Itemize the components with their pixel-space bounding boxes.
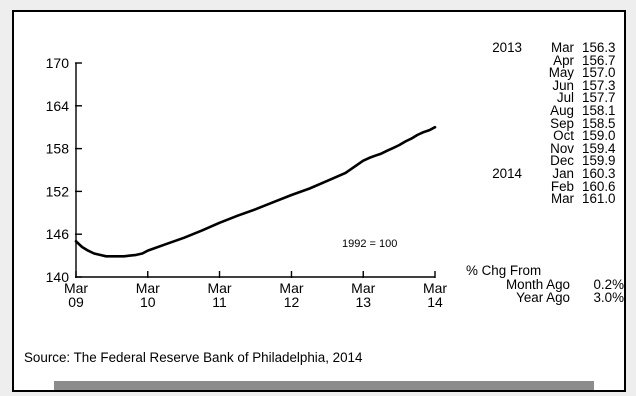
table-row: 2014 Jan 160.3 — [484, 165, 624, 181]
table-value: 156.7 — [582, 52, 616, 68]
source-note: Source: The Federal Reserve Bank of Phil… — [24, 350, 363, 365]
table-row: Aug 158.1 — [484, 102, 624, 118]
series-line — [74, 125, 437, 258]
percent-change-value: 3.0% — [593, 290, 624, 305]
table-value: 161.0 — [582, 191, 616, 207]
percent-change-label: Month Ago — [505, 276, 570, 292]
table-row: Sep 158.5 — [484, 115, 624, 131]
table-month: Mar — [550, 191, 574, 207]
footer-band — [54, 381, 594, 390]
monthly-values-table: 2013 Mar 156.3 Apr 156.7 May 157.0 Jun 157.3 Jul 1… — [484, 40, 624, 207]
table-value: 157.3 — [582, 77, 616, 93]
x-tick-label: 11 — [212, 294, 227, 310]
table-row: Oct 159.0 — [484, 128, 624, 144]
table-month: May — [548, 65, 574, 81]
x-tick-label: Mar — [279, 280, 303, 296]
x-tick-label: Mar — [207, 280, 231, 296]
x-tick-label: Mar — [64, 280, 88, 296]
x-tick-label: 14 — [427, 294, 443, 310]
table-row: 2013 Mar 156.3 — [484, 40, 624, 55]
table-month: Jul — [556, 90, 574, 106]
percent-change-row: Year Ago 3.0% — [466, 290, 624, 305]
table-value: 160.6 — [582, 178, 616, 194]
base-year-annotation: 1992 = 100 — [342, 238, 397, 250]
table-month: Oct — [553, 128, 574, 144]
table-month: Apr — [553, 52, 574, 68]
table-month: Nov — [550, 140, 574, 156]
y-tick-label: 146 — [46, 226, 70, 242]
y-tick-label: 164 — [46, 98, 70, 114]
x-tick-label: 12 — [284, 294, 300, 310]
chart-panel: 140 146 152 158 164 170 Mar 09 Mar 10 Mar 11 Mar 12 Ma… — [12, 10, 626, 392]
x-tick-label: 13 — [355, 294, 371, 310]
percent-change-row: Month Ago 0.2% — [466, 276, 624, 292]
x-tick-label: Mar — [351, 280, 375, 296]
y-tick-label: 170 — [46, 55, 70, 71]
x-tick-label: Mar — [423, 280, 447, 296]
table-row: Dec 159.9 — [484, 153, 624, 169]
table-value: 158.1 — [582, 102, 616, 118]
percent-change-value: 0.2% — [593, 276, 624, 292]
line-chart: 140146152158164170Mar09Mar10Mar11Mar12Ma… — [46, 55, 448, 310]
table-year: 2013 — [492, 40, 522, 55]
table-value: 156.3 — [582, 40, 616, 55]
x-tick-label: Mar — [136, 280, 160, 296]
table-month: Dec — [550, 153, 574, 169]
percent-change-label: Year Ago — [516, 290, 570, 305]
table-row: May 157.0 — [484, 65, 624, 81]
table-value: 159.9 — [582, 153, 616, 169]
table-value: 159.0 — [582, 128, 616, 144]
table-row: Jul 157.7 — [484, 90, 624, 106]
table-month: Feb — [550, 178, 574, 194]
table-row: Feb 160.6 — [484, 178, 624, 194]
table-month: Jun — [552, 77, 574, 93]
table-value: 160.3 — [582, 165, 616, 181]
table-value: 159.4 — [582, 140, 616, 156]
table-row: Mar 161.0 — [484, 191, 624, 207]
table-value: 158.5 — [582, 115, 616, 131]
percent-change-block: % Chg From Month Ago 0.2% Year Ago 3.0% — [466, 263, 624, 305]
y-tick-label: 158 — [46, 141, 70, 157]
table-month: Jan — [552, 165, 574, 181]
table-month: Sep — [550, 115, 574, 131]
table-row: Jun 157.3 — [484, 77, 624, 93]
y-tick-label: 140 — [46, 269, 70, 285]
table-value: 157.7 — [582, 90, 616, 106]
table-month: Mar — [550, 40, 574, 55]
y-tick-label: 152 — [46, 183, 70, 199]
table-year: 2014 — [492, 165, 522, 181]
x-tick-label: 10 — [140, 294, 156, 310]
table-row: Apr 156.7 — [484, 52, 624, 68]
table-value: 157.0 — [582, 65, 616, 81]
x-tick-label: 09 — [68, 294, 84, 310]
table-row: Nov 159.4 — [484, 140, 624, 156]
percent-change-title: % Chg From — [466, 263, 542, 278]
table-month: Aug — [550, 102, 574, 118]
